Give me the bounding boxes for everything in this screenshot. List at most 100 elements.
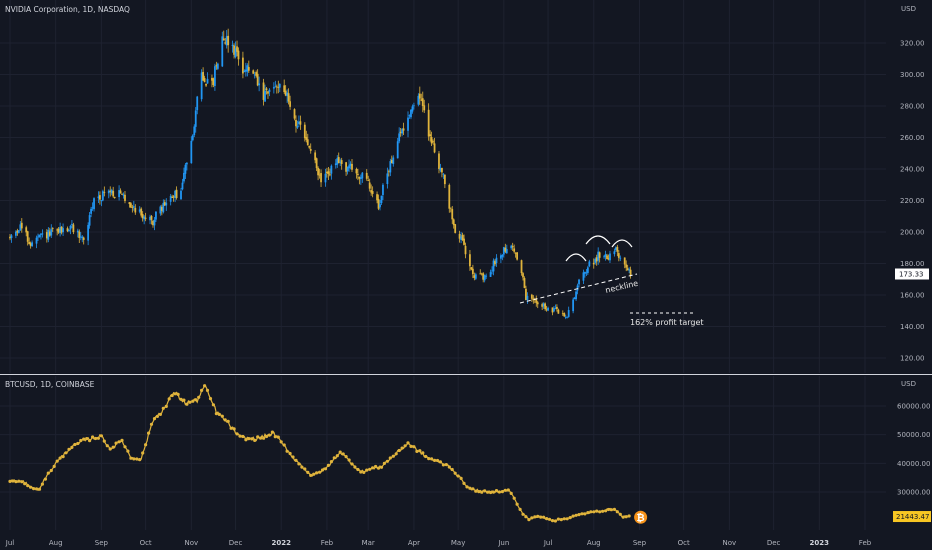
btc-point (141, 451, 145, 455)
bottom-price-axis[interactable]: 30000.00 40000.00 50000.00 60000.00 21443.47 (893, 403, 931, 523)
candle-body (613, 251, 616, 255)
candle-body (429, 134, 432, 137)
candle-body (293, 109, 296, 119)
candle-body (236, 46, 238, 52)
btc-point (49, 468, 53, 473)
candle-body (172, 196, 175, 198)
candle-body (594, 258, 597, 263)
btc-point (376, 466, 381, 470)
candle-body (449, 207, 452, 209)
candle-body (296, 126, 299, 128)
time-axis[interactable]: Jul Aug Sep Oct Nov Dec 2022 Feb Mar Apr May Jun Jul… (5, 539, 872, 547)
candle-body (274, 86, 277, 88)
x-tick-label-12: Jul (543, 539, 553, 547)
candle-body (541, 304, 544, 307)
candle-body (443, 174, 446, 185)
candle-body (9, 236, 11, 239)
candle-body (410, 109, 412, 118)
candle-body (339, 161, 342, 163)
candle-body (586, 267, 589, 273)
top-pane-unit: USD (901, 5, 916, 13)
candle-body (489, 272, 492, 277)
candle-body (103, 192, 106, 194)
btc-point (580, 512, 584, 516)
candle-body (318, 174, 321, 176)
candle-body (510, 245, 513, 249)
candle-body (411, 106, 414, 112)
candle-body (97, 196, 100, 199)
candle-body (132, 206, 135, 208)
x-tick-label-13: Aug (587, 539, 601, 547)
price-pane-bitcoin[interactable]: ₿ (8, 384, 648, 524)
btc-point (415, 449, 419, 453)
candle-body (326, 171, 328, 174)
grid-lines (0, 0, 886, 530)
btc-point (459, 476, 463, 480)
btc-point (229, 426, 233, 430)
btc-point (474, 489, 478, 493)
btc-point (31, 487, 36, 491)
candle-body (365, 172, 368, 179)
candle-body (69, 225, 72, 230)
candle-body (327, 171, 330, 174)
btc-point (394, 452, 398, 456)
btc-point (37, 487, 42, 491)
top-price-axis[interactable]: 120.00 140.00 160.00 180.00 200.00 220.00 240.… (895, 40, 929, 363)
candle-body (349, 163, 352, 166)
candle-body (45, 232, 48, 239)
candle-body (305, 136, 308, 140)
btc-point (344, 455, 348, 459)
btc-point (503, 488, 507, 492)
btc-point (539, 515, 543, 519)
btc-point (438, 460, 442, 464)
btc-point (615, 510, 619, 514)
candle-body (93, 198, 95, 210)
candle-body (306, 139, 309, 146)
candle-body (315, 158, 318, 168)
candle-body (336, 158, 339, 165)
bottom-y-tick-label: 30000.00 (897, 489, 930, 497)
candle-body (495, 257, 498, 264)
candle-body (480, 273, 483, 275)
candle-body (564, 316, 567, 318)
btc-point (149, 422, 154, 426)
candle-body (169, 195, 172, 202)
candle-body (501, 254, 504, 257)
btc-point (379, 465, 384, 469)
btc-point (430, 457, 434, 461)
candle-body (225, 36, 228, 46)
top-y-tick-label: 300.00 (900, 71, 925, 79)
btc-legend-title: BTCUSD, 1D, COINBASE (5, 380, 95, 389)
candle-body (71, 223, 73, 225)
candle-body (162, 202, 165, 213)
btc-point (99, 434, 103, 438)
candle-body (121, 194, 123, 195)
btc-point (250, 437, 254, 441)
btc-point (621, 515, 625, 519)
candle-body (221, 36, 224, 67)
candle-body (390, 159, 393, 164)
btc-point (400, 446, 404, 450)
candle-body (38, 234, 41, 238)
btc-point (559, 518, 563, 522)
btc-point (450, 467, 454, 472)
bottom-y-tick-label: 60000.00 (897, 403, 930, 411)
candle-body (268, 89, 271, 92)
btc-point (536, 514, 540, 519)
candle-body (471, 268, 474, 275)
candle-body (511, 246, 514, 248)
btc-point (170, 393, 174, 398)
btc-point (226, 419, 230, 423)
candle-body (359, 177, 362, 179)
btc-point (409, 444, 413, 448)
btc-point (456, 474, 460, 478)
candle-body (264, 90, 266, 102)
btc-point (595, 509, 599, 513)
candle-body (56, 229, 59, 231)
candle-body (48, 231, 51, 236)
candle-body (153, 219, 156, 226)
candle-body (57, 228, 60, 233)
